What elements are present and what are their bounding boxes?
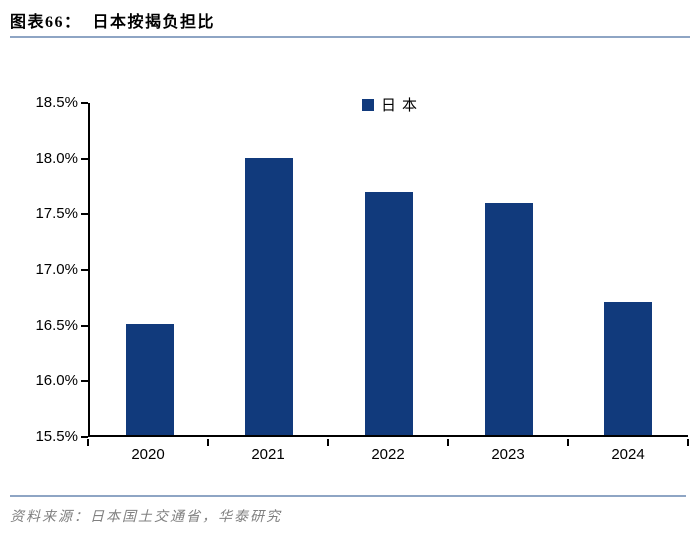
source-divider <box>10 495 686 497</box>
x-axis-tick-mark <box>87 439 89 446</box>
title-underline <box>10 36 690 38</box>
y-axis-tick-label: 16.0% <box>35 372 78 390</box>
y-axis-tick-label: 15.5% <box>35 428 78 445</box>
y-axis-tick-mark <box>81 436 88 438</box>
legend-label: 日本 <box>381 98 424 114</box>
x-axis-tick-mark <box>567 439 569 446</box>
bar-chart-plot-area <box>88 103 688 437</box>
x-axis-category-label: 2023 <box>491 446 525 463</box>
x-axis-category-label: 2020 <box>131 446 165 463</box>
bar-2022 <box>365 191 413 435</box>
y-axis-tick-label: 18.0% <box>35 149 78 167</box>
figure-title: 图表66： 日本按揭负担比 <box>10 14 216 31</box>
chart-legend: 日本 <box>362 94 423 115</box>
y-axis-tick-label: 16.5% <box>35 316 78 334</box>
y-axis-tick-mark <box>81 213 88 216</box>
y-axis-tick-mark <box>81 157 88 160</box>
y-axis-tick-label: 17.0% <box>35 261 78 278</box>
x-axis-category-label: 2022 <box>371 446 405 463</box>
x-axis-tick-mark <box>327 439 329 446</box>
source-note: 资料来源：日本国土交通省，华泰研究 <box>10 510 282 525</box>
y-axis-tick-mark <box>81 102 88 104</box>
y-axis-tick-mark <box>81 324 88 327</box>
y-axis-tick-label: 17.5% <box>35 205 78 223</box>
legend-swatch <box>362 98 374 111</box>
bar-2021 <box>245 158 294 435</box>
y-axis-tick-label: 18.5% <box>35 94 78 111</box>
x-axis-tick-mark <box>207 439 209 446</box>
bar-2024 <box>604 302 653 435</box>
x-axis-category-label: 2021 <box>251 446 285 463</box>
x-axis-tick-mark <box>687 439 689 446</box>
y-axis-tick-mark <box>81 380 88 383</box>
bar-2020 <box>125 324 174 435</box>
y-axis-tick-mark <box>81 269 88 271</box>
bar-2023 <box>484 202 533 435</box>
x-axis-tick-mark <box>447 439 449 446</box>
x-axis-category-label: 2024 <box>611 446 645 463</box>
